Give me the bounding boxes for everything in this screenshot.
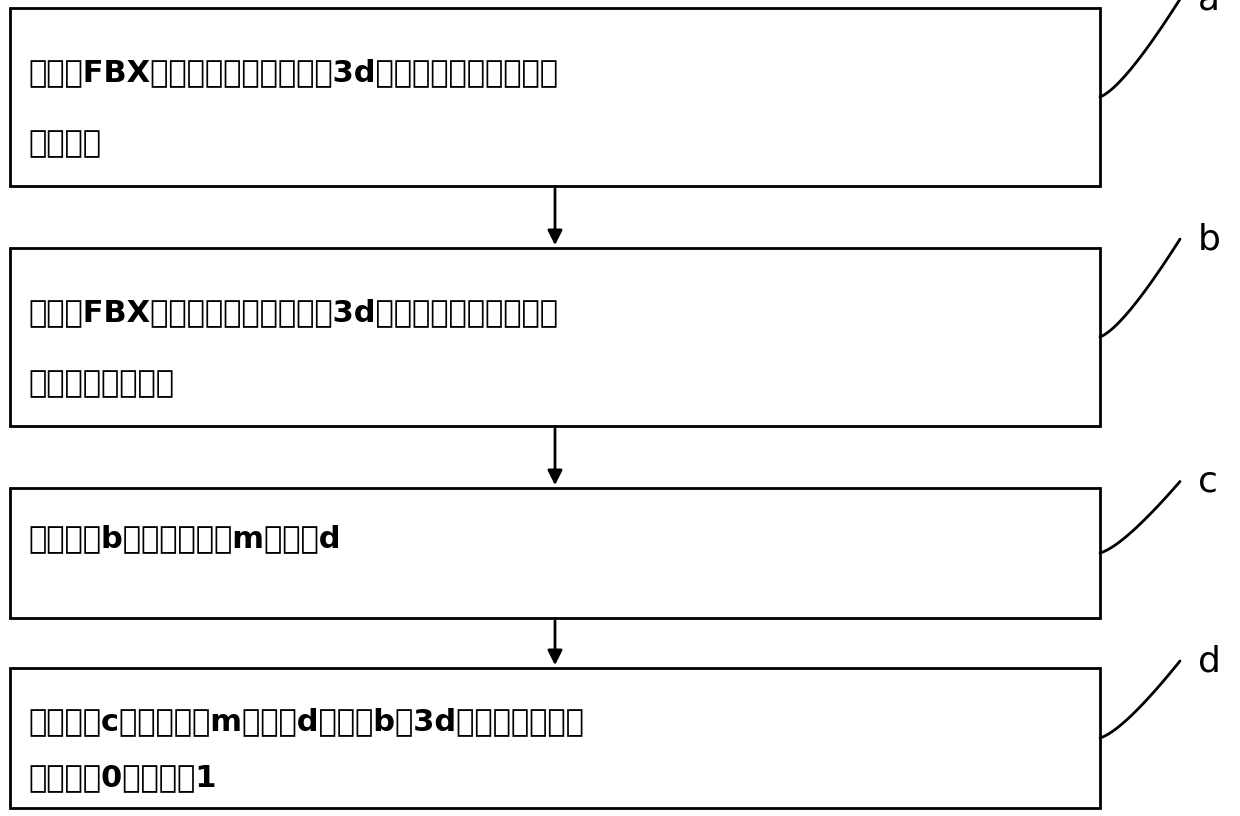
Text: a: a xyxy=(1198,0,1220,16)
Bar xyxy=(10,248,1100,426)
Text: b: b xyxy=(1198,222,1221,256)
Bar xyxy=(10,668,1100,808)
Text: 将所述FBX模型的每一帧关节点的3d坐标数据转换到摄像头: 将所述FBX模型的每一帧关节点的3d坐标数据转换到摄像头 xyxy=(29,58,558,86)
Text: 至均值为0，方差为1: 至均值为0，方差为1 xyxy=(29,763,217,792)
Text: 根节点为坐标原点: 根节点为坐标原点 xyxy=(29,369,174,398)
Text: c: c xyxy=(1198,464,1218,499)
Bar xyxy=(10,8,1100,186)
Text: 坐标系下: 坐标系下 xyxy=(29,129,100,158)
Text: d: d xyxy=(1198,644,1221,678)
Text: 将所述FBX模型的每一帧关节点的3d坐标的数据进行平移置: 将所述FBX模型的每一帧关节点的3d坐标的数据进行平移置 xyxy=(29,298,558,327)
Text: 求出步骤b的数据的均值m和方差d: 求出步骤b的数据的均值m和方差d xyxy=(29,525,341,553)
Bar xyxy=(10,488,1100,618)
Text: 利用步骤c得到的均值m和方差d将步骤b的3d坐标数据归一化: 利用步骤c得到的均值m和方差d将步骤b的3d坐标数据归一化 xyxy=(29,707,584,736)
